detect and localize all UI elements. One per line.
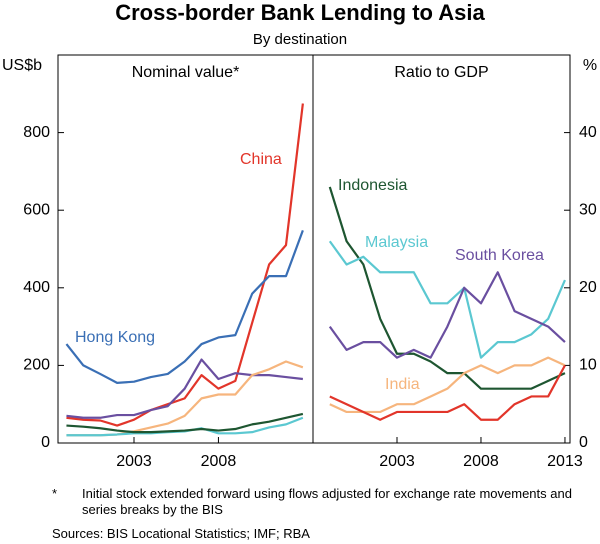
- y-tick-label: 40: [579, 124, 597, 141]
- chart-title: Cross-border Bank Lending to Asia: [115, 0, 485, 25]
- x-tick-label: 2003: [116, 453, 152, 470]
- y-axis-label: US$b: [2, 57, 42, 74]
- footnote: Initial stock extended forward using flo…: [82, 486, 572, 517]
- series-label: South Korea: [455, 247, 544, 264]
- panel-title: Nominal value*: [132, 64, 240, 81]
- x-tick-label: 2008: [201, 453, 237, 470]
- panel-frame: [312, 54, 571, 444]
- series-label: Indonesia: [338, 177, 407, 194]
- y-tick-label: 0: [41, 434, 50, 451]
- series-line: [328, 186, 566, 390]
- x-tick-label: 2008: [463, 453, 499, 470]
- panel-title: Ratio to GDP: [394, 64, 488, 81]
- y-tick-label: 10: [579, 357, 597, 374]
- y-tick-label: 30: [579, 201, 597, 218]
- x-tick-label: 2013: [547, 453, 583, 470]
- series-label: Hong Kong: [75, 329, 155, 346]
- series-line: [329, 364, 566, 421]
- y-tick-label: 20: [579, 279, 597, 296]
- y-tick-label: 800: [23, 124, 50, 141]
- series-label: Malaysia: [365, 234, 428, 251]
- x-tick-label: 2003: [379, 453, 415, 470]
- y-tick-label: 200: [23, 357, 50, 374]
- chart: Cross-border Bank Lending to Asia By des…: [2, 0, 597, 470]
- y-tick-label: 0: [579, 434, 588, 451]
- series-line: [328, 271, 566, 359]
- panel-frame: [57, 54, 314, 444]
- series-label: India: [385, 376, 420, 393]
- y-axis-label: %: [583, 57, 597, 74]
- series-line: [66, 358, 303, 419]
- chart-subtitle: By destination: [253, 31, 347, 48]
- y-tick-label: 600: [23, 201, 50, 218]
- series-line: [66, 103, 304, 427]
- series-line: [66, 412, 304, 434]
- sources: Sources: BIS Locational Statistics; IMF;…: [52, 526, 310, 541]
- series-line: [329, 356, 566, 414]
- series-label: China: [240, 151, 282, 168]
- y-tick-label: 400: [23, 279, 50, 296]
- series-line: [328, 240, 566, 359]
- series-line: [65, 229, 304, 384]
- footnote-marker: *: [52, 486, 58, 501]
